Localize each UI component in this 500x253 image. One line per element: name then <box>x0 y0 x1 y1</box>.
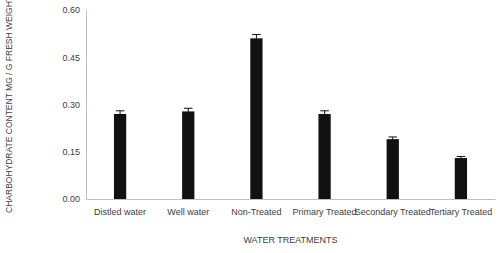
x-tick: Primary Treated <box>293 199 357 217</box>
error-bar <box>116 111 125 117</box>
y-tick: 0.45 <box>62 53 86 63</box>
x-tick-label: Secondary Treated <box>355 207 431 217</box>
x-tick: Distled water <box>94 199 146 217</box>
x-tick: Well water <box>167 199 209 217</box>
x-tick: Tertiary Treated <box>430 199 493 217</box>
y-tick: 0.00 <box>62 194 86 204</box>
x-tick: Secondary Treated <box>355 199 431 217</box>
error-cap <box>252 34 261 35</box>
y-tick: 0.30 <box>62 100 86 110</box>
error-bar <box>388 137 397 141</box>
chart: 0.00 0.15 0.30 0.45 0.60 Distled water Well wa… <box>0 0 500 253</box>
bar <box>387 139 399 199</box>
x-axis: Distled water Well water Non-Treated Primar… <box>87 199 496 217</box>
x-tick-label: Primary Treated <box>293 207 357 217</box>
x-tick-label: Tertiary Treated <box>430 207 493 217</box>
x-axis-title: WATER TREATMENTS <box>243 235 337 245</box>
y-tick-label: 0.30 <box>62 100 80 110</box>
error-cap <box>116 110 125 111</box>
error-cap <box>184 108 193 109</box>
bar <box>455 158 467 199</box>
y-axis-line <box>86 11 87 200</box>
bars <box>114 35 467 199</box>
x-tick: Non-Treated <box>231 199 281 217</box>
error-stem <box>188 108 189 114</box>
bar <box>182 111 194 199</box>
x-tick-label: Well water <box>167 207 209 217</box>
y-tick-label: 0.00 <box>62 194 80 204</box>
y-tick: 0.60 <box>62 5 86 15</box>
error-stem <box>120 111 121 117</box>
bar <box>250 38 262 199</box>
y-axis-title: CHARBOHYDRATE CONTENT MG / G FRESH WEIGH… <box>4 0 14 213</box>
plot-area: 0.00 0.15 0.30 0.45 0.60 Distled water Well wa… <box>62 5 495 217</box>
error-stem <box>392 137 393 141</box>
y-axis: 0.00 0.15 0.30 0.45 0.60 <box>62 5 86 204</box>
error-bar <box>457 156 466 159</box>
y-tick-label: 0.60 <box>62 5 80 15</box>
error-cap <box>320 110 329 111</box>
error-stem <box>256 35 257 43</box>
x-tick-label: Distled water <box>94 207 146 217</box>
y-tick-label: 0.45 <box>62 53 80 63</box>
error-cap <box>457 156 466 157</box>
bar <box>114 114 126 199</box>
error-bar <box>252 35 261 43</box>
error-stem <box>324 111 325 117</box>
y-tick: 0.15 <box>62 147 86 157</box>
x-axis-line <box>87 199 496 200</box>
error-cap <box>388 136 397 137</box>
x-tick-label: Non-Treated <box>231 207 281 217</box>
error-bar <box>320 111 329 117</box>
bar <box>318 114 330 199</box>
error-bar <box>184 108 193 114</box>
y-tick-label: 0.15 <box>62 147 80 157</box>
